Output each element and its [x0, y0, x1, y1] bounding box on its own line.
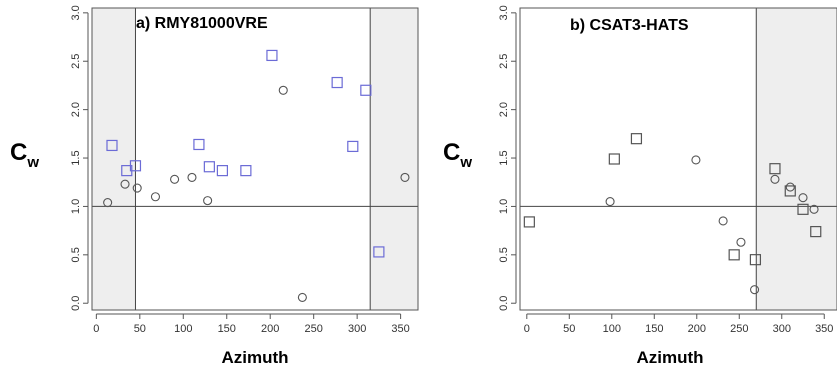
data-point-square: [797, 203, 809, 215]
y-axis-label: Cw: [10, 139, 39, 171]
data-point-square: [193, 138, 205, 151]
data-point-circle: [278, 85, 288, 95]
data-point-circle: [103, 198, 113, 208]
x-tick-label: 100: [174, 323, 192, 335]
data-point-square: [608, 153, 620, 165]
x-tick-label: 0: [524, 323, 530, 335]
shaded-region: [370, 8, 418, 310]
data-point-circle: [170, 174, 180, 184]
y-axis-label-subscript: w: [26, 154, 39, 171]
data-point-circle: [750, 285, 760, 295]
shaded-region: [92, 8, 136, 310]
y-tick-label: 3.0: [498, 5, 510, 20]
data-point-square: [373, 246, 385, 258]
y-tick-label: 2.0: [498, 102, 510, 117]
y-tick-label: 0.5: [498, 247, 510, 262]
data-point-square: [129, 160, 142, 172]
data-point-square: [810, 225, 822, 238]
y-axis-label: Cw: [443, 139, 472, 171]
data-point-circle: [605, 197, 615, 207]
y-tick-label: 2.5: [70, 54, 82, 69]
y-tick-label: 1.5: [70, 150, 82, 165]
data-point-circle: [798, 193, 808, 203]
data-point-square: [784, 185, 796, 197]
y-tick-label: 3.0: [70, 5, 82, 20]
plot-frame: [519, 7, 837, 311]
data-point-square: [106, 139, 118, 152]
x-tick-label: 350: [815, 323, 833, 335]
y-axis-label-subscript: w: [459, 154, 472, 171]
x-tick-label: 150: [645, 323, 663, 335]
data-point-circle: [736, 237, 746, 247]
y-tick-label: 1.5: [498, 150, 510, 165]
data-point-circle: [718, 216, 728, 226]
data-point-square: [360, 84, 372, 96]
x-tick-label: 50: [134, 323, 146, 335]
data-point-circle: [770, 174, 780, 184]
panel-title: a) RMY81000VRE: [136, 15, 268, 32]
x-tick-label: 0: [93, 323, 99, 335]
y-tick-label: 0.0: [498, 296, 510, 311]
data-point-circle: [150, 192, 161, 202]
data-point-circle: [297, 292, 307, 302]
x-tick-label: 350: [391, 323, 409, 335]
data-point-square: [331, 76, 343, 89]
data-point-circle: [400, 172, 410, 182]
data-point-circle: [809, 204, 819, 214]
y-tick-label: 0.0: [70, 296, 82, 311]
x-tick-label: 300: [348, 323, 366, 335]
data-point-circle: [120, 179, 130, 189]
y-tick-label: 2.5: [498, 54, 510, 69]
data-point-square: [523, 216, 535, 228]
x-tick-label: 50: [563, 323, 575, 335]
data-point-circle: [785, 182, 795, 192]
data-point-circle: [691, 155, 701, 165]
data-point-square: [728, 249, 740, 261]
x-tick-label: 300: [773, 323, 791, 335]
data-point-square: [347, 140, 359, 153]
x-tick-label: 150: [218, 323, 236, 335]
panel-a: 0 50 100 150 200 250 300 350 0.0 0.5 1.0 1.5 2.0 2.5 3…: [10, 5, 419, 367]
data-point-circle: [132, 183, 142, 193]
x-axis-label: Azimuth: [221, 348, 288, 367]
data-point-circle: [203, 196, 213, 206]
shaded-region: [756, 8, 837, 310]
x-axis-label: Azimuth: [636, 348, 703, 367]
data-point-square: [203, 161, 215, 173]
data-point-square: [266, 49, 278, 62]
x-tick-label: 100: [603, 323, 621, 335]
panel-title: b) CSAT3-HATS: [570, 17, 689, 34]
data-point-square: [769, 163, 781, 175]
panel-b: 0 50 100 150 200 250 300 350 0.0 0.5 1.0 1.5 2.0 2.5 3…: [443, 5, 837, 367]
y-tick-label: 0.5: [70, 247, 82, 262]
y-tick-label: 1.0: [70, 199, 82, 214]
x-tick-label: 200: [688, 323, 706, 335]
data-point-square: [630, 133, 643, 145]
data-point-square: [240, 165, 252, 177]
data-point-square: [749, 254, 762, 266]
y-tick-label: 1.0: [498, 199, 510, 214]
y-axis-label-main: C: [443, 139, 460, 166]
x-tick-label: 250: [305, 323, 323, 335]
x-tick-label: 250: [730, 323, 748, 335]
plot-frame: [91, 7, 419, 311]
y-axis-label-main: C: [10, 139, 27, 166]
data-point-circle: [187, 172, 197, 182]
x-tick-label: 200: [261, 323, 279, 335]
data-point-square: [216, 165, 228, 177]
y-tick-label: 2.0: [70, 102, 82, 117]
